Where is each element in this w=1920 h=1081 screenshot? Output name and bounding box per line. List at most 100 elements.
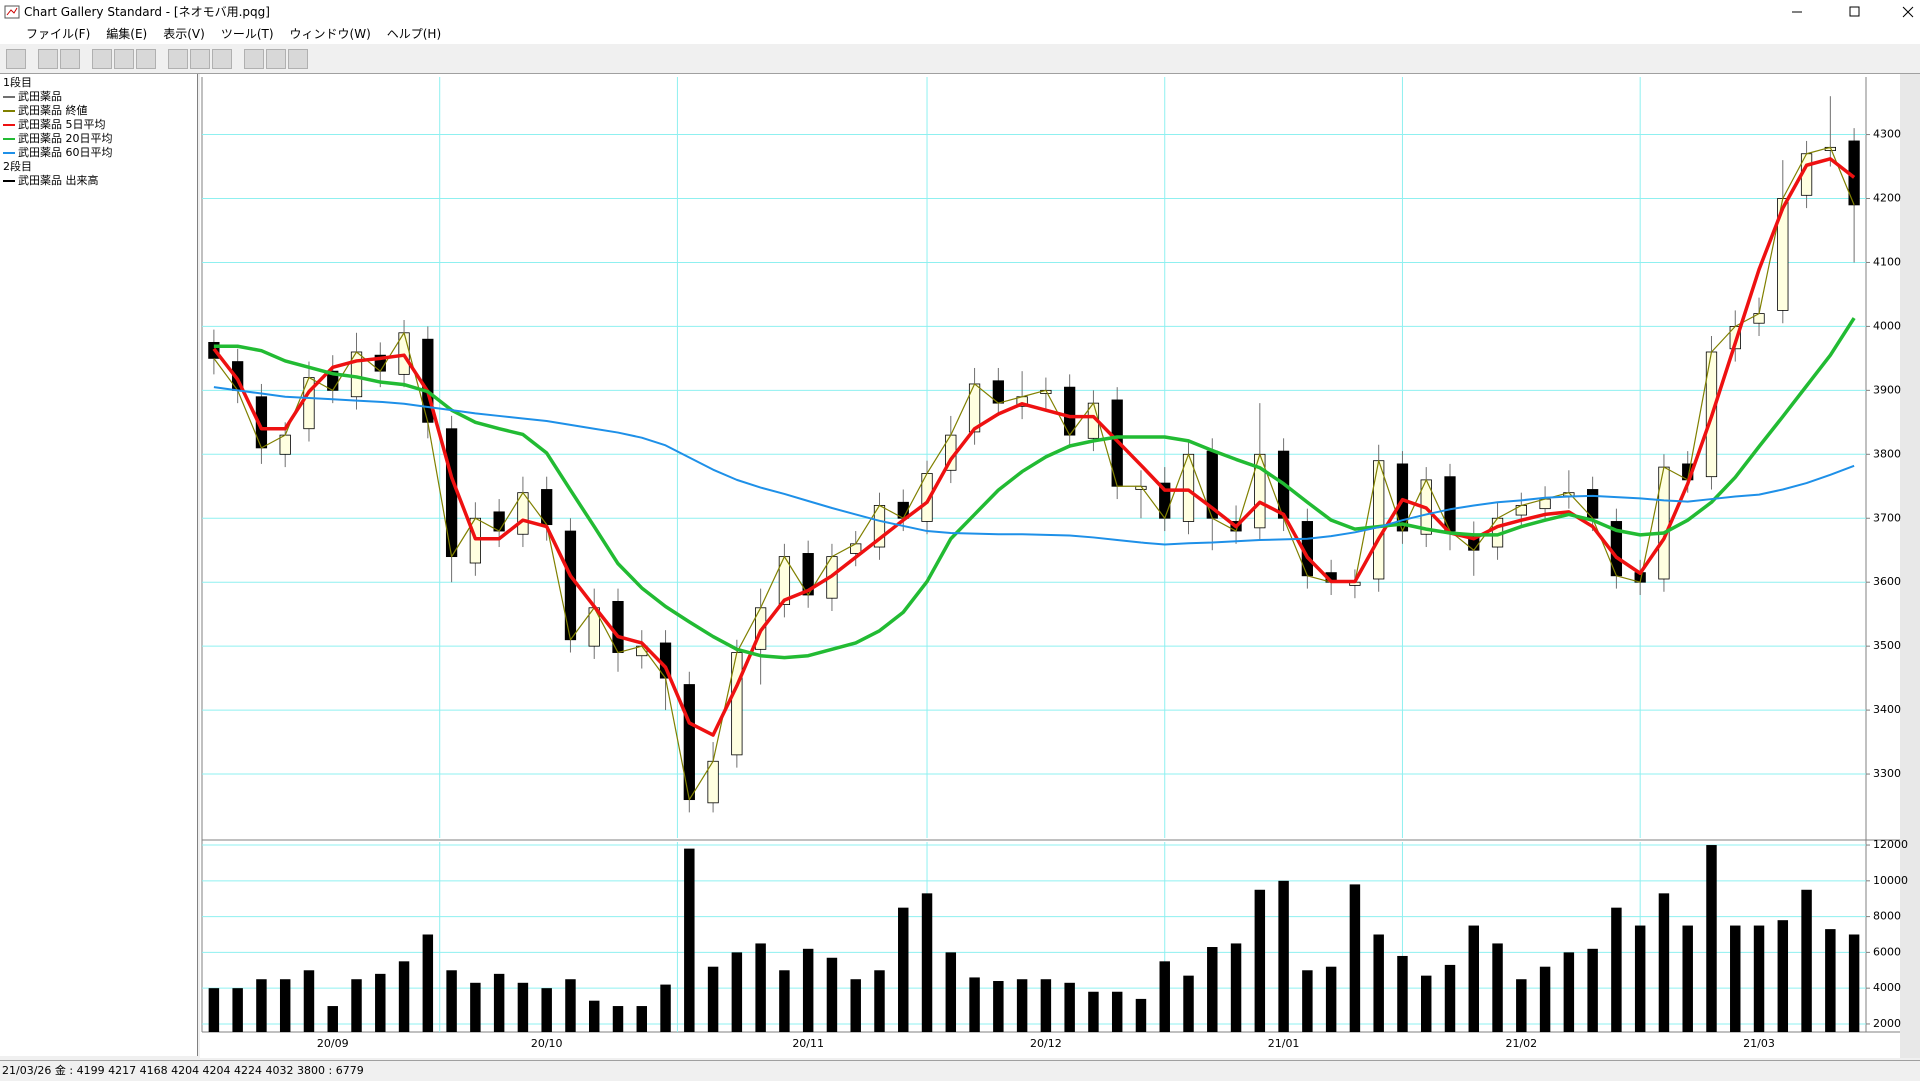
y-tick-label: 3400 — [1873, 703, 1901, 716]
chart: 3300 3400 3500 3600 3700 3800 3900 4000 4100 4200… — [200, 74, 1920, 1058]
volume-bar — [1183, 975, 1194, 1032]
legend-label: 2段目 — [3, 160, 32, 173]
volume-bar — [470, 982, 481, 1032]
legend-swatch — [3, 138, 15, 140]
volume-bar — [446, 970, 457, 1032]
volume-bar — [1753, 925, 1765, 1032]
y-tick-label: 10000 — [1873, 874, 1908, 887]
tool-button[interactable] — [244, 49, 264, 69]
tool-button[interactable] — [168, 49, 188, 69]
volume-bar — [1777, 920, 1789, 1032]
status-bar: 21/03/26 金 : 4199 4217 4168 4204 4204 42… — [0, 1060, 1920, 1081]
volume-bar — [1516, 979, 1527, 1032]
y-tick-label: 12000 — [1873, 838, 1908, 851]
tool-button[interactable] — [92, 49, 112, 69]
volume-bar — [802, 948, 814, 1032]
menu-item[interactable]: ウィンドウ(W) — [289, 27, 371, 41]
app-icon — [4, 5, 20, 19]
legend-label: 1段目 — [3, 76, 32, 89]
volume-bar — [517, 982, 529, 1032]
volume-bar — [1801, 889, 1812, 1032]
legend-label: 武田薬品 終値 — [18, 104, 88, 117]
volume-bar — [1682, 925, 1693, 1032]
tool-button[interactable] — [266, 49, 286, 69]
menu-item[interactable]: ツール(T) — [220, 27, 274, 41]
volume-bar — [1539, 966, 1551, 1032]
tool-button[interactable] — [288, 49, 308, 69]
volume-bar — [327, 1006, 338, 1032]
volume-bar — [850, 979, 861, 1032]
volume-bar — [1088, 991, 1099, 1032]
menu-item[interactable]: ヘルプ(H) — [386, 27, 442, 41]
menu-item[interactable]: 編集(E) — [106, 27, 148, 41]
tool-button[interactable] — [6, 49, 26, 69]
volume-bar — [1397, 955, 1408, 1032]
volume-bar — [493, 973, 505, 1032]
tool-button[interactable] — [136, 49, 156, 69]
volume-bar — [1468, 925, 1480, 1032]
volume-bar — [1611, 907, 1622, 1032]
volume-bar — [1302, 970, 1313, 1032]
side-strip — [1900, 74, 1920, 1058]
line-series — [213, 146, 1855, 801]
legend-entry: 1段目 — [3, 76, 194, 90]
legend-swatch — [3, 180, 15, 182]
x-tick-label: 20/09 — [317, 1037, 349, 1050]
y-tick-label: 3300 — [1873, 767, 1901, 780]
tool-button[interactable] — [38, 49, 58, 69]
volume-bar — [1825, 929, 1836, 1032]
volume-bar — [1064, 982, 1075, 1032]
tool-button[interactable] — [60, 49, 80, 69]
menu-item[interactable]: ファイル(F) — [26, 27, 91, 41]
window-controls[interactable] — [1770, 0, 1920, 24]
volume-bar — [1278, 880, 1289, 1032]
x-tick-label: 20/12 — [1030, 1037, 1062, 1050]
volume-bar — [1492, 943, 1503, 1032]
volume-bar — [612, 1006, 624, 1032]
menu-bar: ファイル(F) 編集(E) 表示(V) ツール(T) ウィンドウ(W) ヘルプ(… — [0, 24, 1920, 44]
x-tick-label: 20/10 — [531, 1037, 563, 1050]
y-tick-label: 4000 — [1873, 981, 1901, 994]
y-tick-label: 4000 — [1873, 319, 1901, 332]
volume-bar — [1634, 925, 1646, 1032]
tool-button[interactable] — [190, 49, 210, 69]
volume-bar — [1658, 893, 1670, 1032]
volume-bar — [1159, 961, 1170, 1032]
status-text: 21/03/26 金 : 4199 4217 4168 4204 4204 42… — [2, 1064, 364, 1077]
volume-bar — [588, 1000, 600, 1032]
volume-bar — [1848, 934, 1860, 1032]
legend-label: 武田薬品 60日平均 — [18, 146, 113, 159]
y-tick-label: 4300 — [1873, 128, 1901, 141]
volume-bar — [1230, 943, 1242, 1032]
y-tick-label: 3600 — [1873, 575, 1901, 588]
legend-panel: 1段目 武田薬品 武田薬品 終値 武田薬品 5日平均 武田薬品 20日平均 武田薬品 60… — [0, 74, 198, 1056]
volume-bar — [898, 907, 909, 1032]
volume-bar — [351, 979, 362, 1032]
y-tick-label: 2000 — [1873, 1017, 1901, 1030]
volume-bar — [1349, 884, 1361, 1032]
volume-bar — [375, 973, 386, 1032]
y-tick-label: 3900 — [1873, 383, 1901, 396]
legend-entry: 武田薬品 出来高 — [3, 174, 194, 188]
menu-item[interactable]: 表示(V) — [163, 27, 205, 41]
legend-label: 武田薬品 — [18, 90, 62, 103]
legend-swatch — [3, 110, 15, 112]
volume-bar — [921, 893, 933, 1032]
tool-button[interactable] — [212, 49, 232, 69]
line-series — [213, 317, 1856, 660]
legend-swatch — [3, 124, 15, 126]
y-tick-label: 3700 — [1873, 511, 1901, 524]
legend-entry: 武田薬品 終値 — [3, 104, 194, 118]
tool-button[interactable] — [114, 49, 134, 69]
legend-entry: 武田薬品 20日平均 — [3, 132, 194, 146]
volume-bar — [660, 984, 671, 1032]
volume-bar — [1016, 979, 1028, 1032]
y-tick-label: 8000 — [1873, 910, 1901, 923]
line-series — [212, 157, 1856, 737]
volume-bar — [1444, 964, 1456, 1032]
volume-bar — [1706, 845, 1717, 1032]
y-tick-label: 4100 — [1873, 255, 1901, 268]
volume-bar — [565, 979, 576, 1032]
volume-bar — [1587, 948, 1598, 1032]
volume-bar — [707, 966, 719, 1032]
